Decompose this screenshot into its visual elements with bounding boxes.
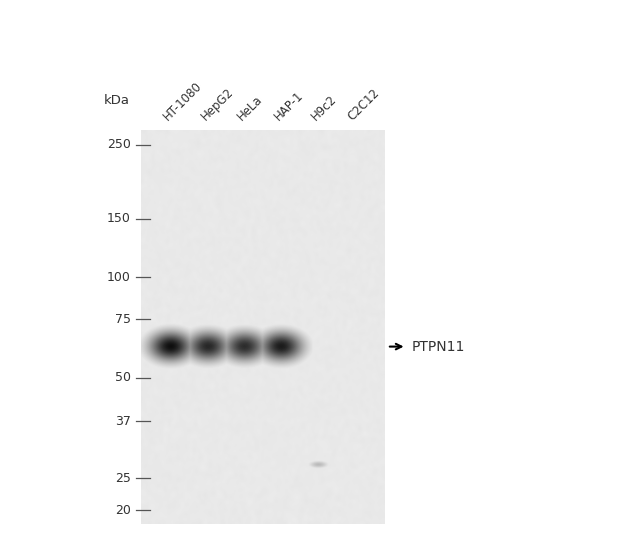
Text: PTPN11: PTPN11 — [412, 340, 465, 353]
Text: C2C12: C2C12 — [345, 86, 382, 123]
Text: HeLa: HeLa — [235, 93, 265, 123]
Text: 25: 25 — [115, 471, 131, 485]
Text: 37: 37 — [115, 415, 131, 428]
Text: HepG2: HepG2 — [198, 85, 236, 123]
Text: 50: 50 — [115, 371, 131, 384]
Text: HAP-1: HAP-1 — [271, 89, 306, 123]
Text: 100: 100 — [107, 271, 131, 284]
Text: 20: 20 — [115, 504, 131, 517]
Text: 75: 75 — [115, 312, 131, 326]
Text: 250: 250 — [107, 138, 131, 151]
Text: H9c2: H9c2 — [308, 93, 339, 123]
Text: 150: 150 — [107, 212, 131, 225]
Text: kDa: kDa — [104, 94, 130, 107]
Text: HT-1080: HT-1080 — [161, 79, 205, 123]
